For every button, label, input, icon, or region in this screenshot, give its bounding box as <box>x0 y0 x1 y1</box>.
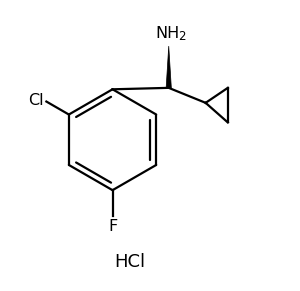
Text: NH: NH <box>155 26 179 41</box>
Text: HCl: HCl <box>114 253 146 271</box>
Text: F: F <box>108 219 117 234</box>
Text: 2: 2 <box>178 30 186 43</box>
Polygon shape <box>166 46 171 88</box>
Text: Cl: Cl <box>28 93 44 108</box>
